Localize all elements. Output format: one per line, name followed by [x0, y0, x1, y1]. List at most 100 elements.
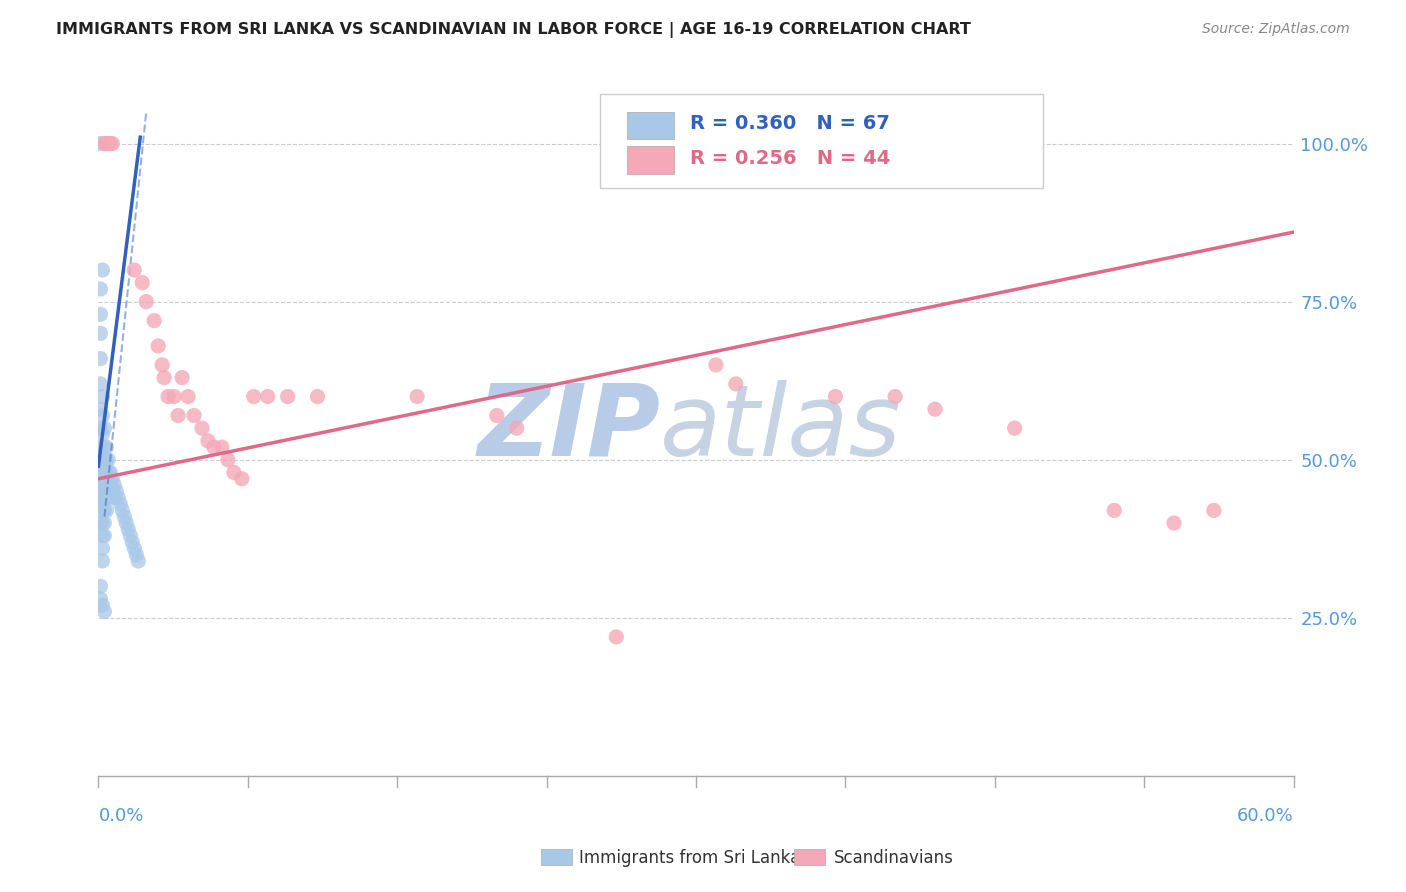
- Point: [93, 478, 115, 492]
- Text: IMMIGRANTS FROM SRI LANKA VS SCANDINAVIAN IN LABOR FORCE | AGE 16-19 CORRELATION: IMMIGRANTS FROM SRI LANKA VS SCANDINAVIA…: [56, 22, 972, 38]
- Point: [96, 466, 118, 480]
- Point: [125, 548, 148, 562]
- Point: [89, 351, 111, 366]
- Point: [121, 535, 143, 549]
- Point: [100, 466, 122, 480]
- FancyBboxPatch shape: [627, 146, 675, 174]
- Point: [1102, 503, 1125, 517]
- Text: Source: ZipAtlas.com: Source: ZipAtlas.com: [1202, 22, 1350, 37]
- Point: [143, 313, 166, 327]
- Point: [91, 390, 114, 404]
- Point: [91, 263, 114, 277]
- Point: [111, 503, 134, 517]
- Point: [91, 409, 114, 423]
- Point: [89, 402, 111, 417]
- Text: atlas: atlas: [661, 380, 901, 476]
- Point: [97, 478, 120, 492]
- Point: [112, 509, 135, 524]
- Point: [91, 516, 114, 530]
- Point: [124, 263, 146, 277]
- Point: [89, 440, 111, 454]
- Text: Scandinavians: Scandinavians: [834, 849, 953, 867]
- Point: [89, 282, 111, 296]
- Point: [202, 440, 225, 454]
- Point: [153, 370, 176, 384]
- FancyBboxPatch shape: [600, 95, 1043, 188]
- Point: [97, 452, 120, 467]
- Point: [135, 294, 157, 309]
- Point: [101, 472, 124, 486]
- Point: [91, 503, 114, 517]
- Point: [93, 503, 115, 517]
- Point: [100, 136, 122, 151]
- Point: [89, 478, 111, 492]
- Point: [89, 326, 111, 341]
- Point: [211, 440, 233, 454]
- Point: [148, 339, 170, 353]
- Point: [96, 503, 118, 517]
- Point: [107, 491, 129, 505]
- Point: [103, 491, 125, 505]
- Point: [127, 554, 149, 568]
- Point: [197, 434, 219, 448]
- Point: [924, 402, 946, 417]
- Point: [93, 491, 115, 505]
- Point: [115, 516, 138, 530]
- Point: [724, 376, 747, 391]
- Point: [105, 484, 128, 499]
- Point: [120, 529, 142, 543]
- Point: [605, 630, 627, 644]
- Point: [89, 136, 111, 151]
- Point: [91, 529, 114, 543]
- Text: ZIP: ZIP: [477, 380, 661, 476]
- Point: [91, 599, 114, 613]
- Point: [110, 497, 132, 511]
- Point: [117, 522, 139, 536]
- Point: [1163, 516, 1185, 530]
- Point: [231, 472, 253, 486]
- Point: [243, 390, 266, 404]
- Point: [131, 276, 153, 290]
- Point: [101, 136, 124, 151]
- Point: [167, 409, 190, 423]
- Point: [91, 478, 114, 492]
- Text: 60.0%: 60.0%: [1237, 807, 1294, 825]
- Point: [124, 541, 146, 556]
- Point: [89, 376, 111, 391]
- Point: [91, 541, 114, 556]
- Point: [96, 478, 118, 492]
- Point: [96, 491, 118, 505]
- Point: [222, 466, 245, 480]
- Point: [91, 427, 114, 442]
- Point: [172, 370, 194, 384]
- Point: [485, 409, 508, 423]
- Point: [93, 516, 115, 530]
- Point: [183, 409, 205, 423]
- Text: 0.0%: 0.0%: [98, 807, 143, 825]
- Point: [89, 591, 111, 606]
- Point: [97, 136, 120, 151]
- Point: [101, 484, 124, 499]
- Point: [884, 390, 907, 404]
- Point: [93, 466, 115, 480]
- Point: [96, 136, 118, 151]
- Point: [91, 554, 114, 568]
- Point: [89, 497, 111, 511]
- Point: [307, 390, 329, 404]
- Point: [150, 358, 173, 372]
- Point: [1004, 421, 1026, 435]
- Point: [91, 491, 114, 505]
- Point: [96, 136, 118, 151]
- Point: [97, 136, 120, 151]
- Point: [100, 478, 122, 492]
- Point: [1202, 503, 1225, 517]
- Point: [157, 390, 180, 404]
- Point: [217, 452, 239, 467]
- Point: [89, 421, 111, 435]
- Point: [506, 421, 529, 435]
- Point: [89, 516, 111, 530]
- Point: [91, 446, 114, 460]
- Point: [277, 390, 299, 404]
- Point: [89, 579, 111, 593]
- Point: [163, 390, 186, 404]
